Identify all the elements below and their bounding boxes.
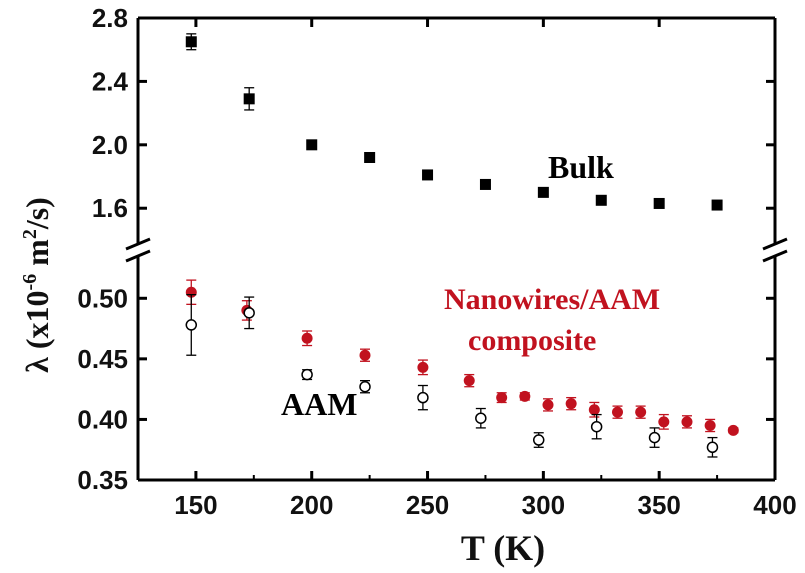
data-point-aam <box>417 391 429 404</box>
data-point-aam <box>648 431 661 444</box>
data-point-bulk <box>537 186 549 198</box>
data-point-nanowires <box>463 375 475 387</box>
data-point-bulk <box>422 169 434 181</box>
y-lower-tick-label: 0.35 <box>77 465 128 495</box>
y-axis-title-tail: /s) <box>19 197 55 230</box>
x-tick-label: 350 <box>637 490 680 520</box>
y-upper-tick-label: 2.4 <box>92 66 129 96</box>
data-point-nanowires <box>704 419 716 431</box>
annotation-nanowires: Nanowires/AAM <box>444 283 660 316</box>
data-point-aam <box>243 307 255 319</box>
data-point-bulk <box>653 197 665 209</box>
data-point-bulk <box>711 199 723 211</box>
axes <box>125 16 788 482</box>
y-upper-tick-label: 2.0 <box>92 130 128 160</box>
right-axis-break-mark <box>762 249 788 263</box>
data-point-aam <box>475 412 487 424</box>
x-axis-title: T (K) <box>461 528 545 568</box>
x-tick-label: 400 <box>753 490 796 520</box>
y-axis-title: λ (x10-6 m2/s) <box>19 197 55 373</box>
left-axis-break-mark <box>125 237 151 251</box>
data-marks <box>185 33 739 458</box>
ticks: 150 200 250 300 350 400 1.6 2.0 2.4 2.8 0.35 0.40 0.… <box>77 3 796 520</box>
y-upper-tick-label: 2.8 <box>92 3 128 33</box>
y-lower-tick-label: 0.45 <box>77 344 128 374</box>
data-point-bulk <box>306 139 318 151</box>
x-tick-label: 300 <box>522 490 565 520</box>
data-point-bulk <box>479 178 491 190</box>
x-tick-label: 150 <box>174 490 217 520</box>
data-point-nanowires <box>565 398 577 410</box>
data-point-nanowires <box>727 424 739 436</box>
data-point-bulk <box>595 194 607 206</box>
data-point-nanowires <box>496 392 508 404</box>
x-tick-label: 250 <box>406 490 449 520</box>
left-axis-break-mark <box>125 249 151 263</box>
y-lower-tick-label: 0.40 <box>77 404 128 434</box>
data-point-bulk <box>364 151 376 163</box>
data-point-nanowires <box>681 416 693 428</box>
data-point-aam <box>359 380 371 393</box>
y-axis-title-unit: m <box>19 239 55 274</box>
data-point-nanowires <box>658 416 670 428</box>
data-point-nanowires <box>417 361 429 373</box>
data-point-bulk <box>243 93 255 105</box>
data-point-nanowires <box>301 332 313 344</box>
data-point-nanowires <box>542 399 554 411</box>
data-point-aam <box>590 420 603 433</box>
y-axis-title-exp: -6 <box>19 274 41 291</box>
data-point-bulk <box>185 36 197 48</box>
annotation-bulk: Bulk <box>548 149 614 185</box>
data-point-aam <box>532 434 545 446</box>
x-tick-label: 200 <box>290 490 333 520</box>
data-point-nanowires <box>359 349 371 361</box>
y-axis-title-main: λ (x10 <box>19 290 55 372</box>
data-point-nanowires <box>611 406 623 418</box>
data-point-nanowires <box>588 404 600 416</box>
y-axis-title-unit-exp: 2 <box>19 229 41 239</box>
y-lower-tick-label: 0.50 <box>77 283 128 313</box>
data-point-aam <box>301 368 313 381</box>
y-upper-tick-label: 1.6 <box>92 193 128 223</box>
data-point-aam <box>706 441 719 454</box>
annotation-composite: composite <box>468 324 596 357</box>
data-point-aam <box>185 319 198 331</box>
annotation-aam: AAM <box>281 386 357 422</box>
right-axis-break-mark <box>762 237 788 251</box>
data-point-nanowires <box>635 406 647 418</box>
data-point-nanowires <box>519 390 531 402</box>
